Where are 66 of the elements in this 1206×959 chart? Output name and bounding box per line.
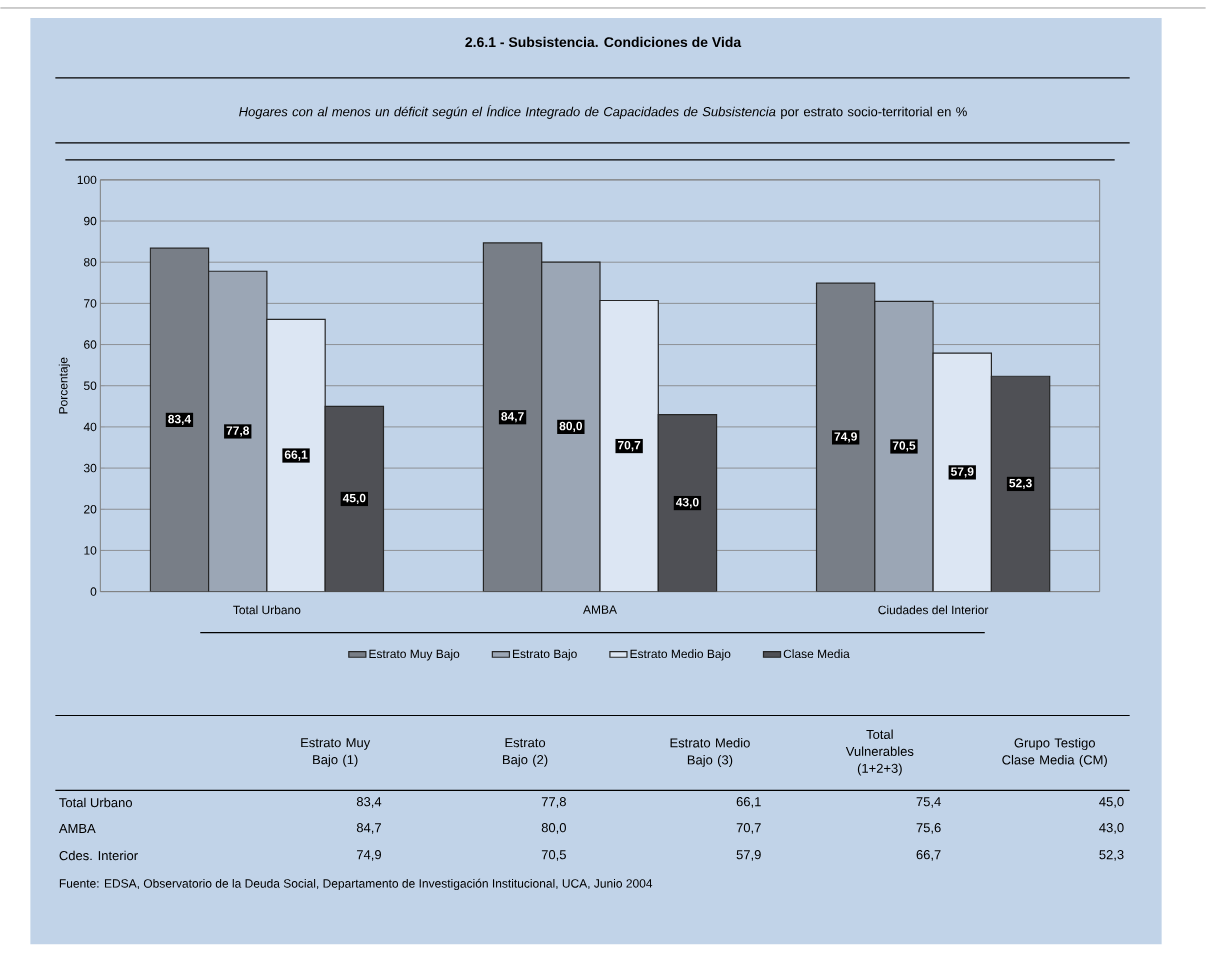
data-label: 57,9 xyxy=(950,467,974,478)
text: 70,7 xyxy=(736,822,761,834)
chart-title: 2.6.1 - Subsistencia. Condiciones de Vida xyxy=(465,36,742,47)
text: 75,4 xyxy=(916,796,941,808)
data-label: 66,1 xyxy=(284,450,308,461)
chart-subtitle: Hogares con al menos un déficit según el Índice Integrado de Capacidades de Subsistencia por estrato socio-territorial en % xyxy=(239,104,967,119)
y-tick-label: 60 xyxy=(84,340,97,349)
text: 74,9 xyxy=(357,849,382,861)
y-tick-label: 40 xyxy=(83,422,97,431)
text: AMBA xyxy=(58,823,96,833)
data-label: 45,0 xyxy=(342,493,366,504)
y-tick-label: 90 xyxy=(84,216,97,226)
legend-label: Estrato Muy Bajo xyxy=(369,649,460,661)
y-tick-label: 0 xyxy=(90,587,97,596)
x-tick-label: AMBA xyxy=(583,605,617,614)
text: 75,6 xyxy=(916,822,941,834)
source-note: Fuente: EDSA, Observatorio de la Deuda Social, Departamento de Investigación Institucional, UCA, Junio 2004 xyxy=(59,878,653,890)
data-label: 84,7 xyxy=(501,411,524,423)
text: Estrato Muy Bajo (1) xyxy=(301,738,371,767)
text: Estrato Bajo (2) xyxy=(503,738,548,767)
text: Cdes. Interior xyxy=(59,850,138,861)
bar xyxy=(266,318,326,592)
data-label: 83,4 xyxy=(168,414,192,425)
bar xyxy=(874,300,934,592)
data-label: 43,0 xyxy=(675,497,699,509)
legend-label: Clase Media xyxy=(783,649,850,658)
text: Total Urbano xyxy=(59,797,132,808)
y-tick-label: 50 xyxy=(83,381,97,390)
y-tick-label: 70 xyxy=(84,298,97,308)
data-label: 70,7 xyxy=(618,440,641,451)
legend-label: Estrato Bajo xyxy=(513,649,577,661)
text: 70,5 xyxy=(541,849,566,861)
text: 83,4 xyxy=(356,796,382,808)
text: 77,8 xyxy=(541,796,566,808)
y-tick-label: 30 xyxy=(83,463,97,473)
text: 45,0 xyxy=(1099,796,1124,808)
data-label: 80,0 xyxy=(559,421,583,432)
bar xyxy=(324,405,385,592)
bar xyxy=(599,299,659,592)
x-tick-label: Total Urbano xyxy=(233,605,301,615)
text: 84,7 xyxy=(356,822,381,834)
y-tick-label: 10 xyxy=(84,546,97,555)
data-label: 52,3 xyxy=(1009,478,1032,489)
data-label: 77,8 xyxy=(226,426,250,437)
text: Estrato Medio Bajo (3) xyxy=(670,737,750,767)
y-tick-label: 80 xyxy=(83,257,97,267)
text: Total Vulnerables (1+2+3) xyxy=(845,729,914,776)
bar xyxy=(932,352,993,592)
bar xyxy=(657,413,718,592)
text: 52,3 xyxy=(1099,849,1124,861)
text: 80,0 xyxy=(541,822,566,834)
y-tick-label: 20 xyxy=(84,504,97,514)
bar xyxy=(208,270,268,592)
data-label: 74,9 xyxy=(834,432,857,443)
y-tick-label: 100 xyxy=(77,175,97,184)
y-axis-title: Porcentaje xyxy=(58,357,70,414)
text: 57,9 xyxy=(736,849,761,861)
text: Grupo Testigo Clase Media (CM) xyxy=(1002,737,1107,767)
text: 43,0 xyxy=(1099,822,1124,834)
x-tick-label: Ciudades del Interior xyxy=(878,605,989,615)
data-label: 70,5 xyxy=(892,441,916,452)
legend-label: Estrato Medio Bajo xyxy=(630,649,731,661)
text: 66,1 xyxy=(736,796,761,808)
text: 66,7 xyxy=(916,849,941,861)
bar xyxy=(541,261,601,592)
bar xyxy=(990,375,1051,592)
